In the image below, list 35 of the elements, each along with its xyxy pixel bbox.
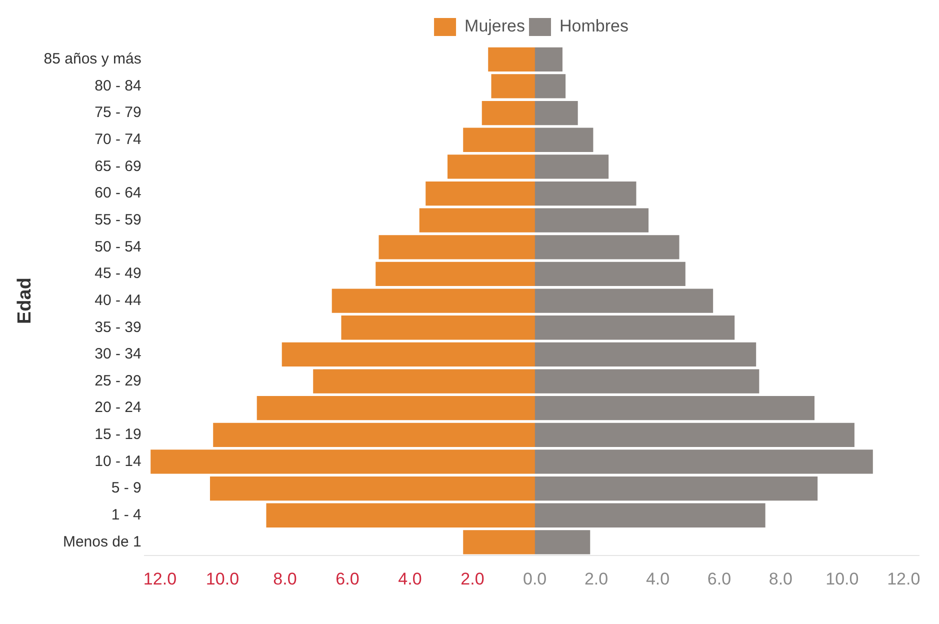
y-axis-title: Edad xyxy=(14,278,36,324)
x-tick-label: 8.0 xyxy=(273,569,297,588)
y-tick-label: 1 - 4 xyxy=(111,506,142,524)
x-tick-label: 6.0 xyxy=(708,569,732,588)
y-tick-label: 10 - 14 xyxy=(94,452,142,470)
y-tick-label: 5 - 9 xyxy=(111,480,142,497)
x-tick-label: 6.0 xyxy=(336,569,360,588)
x-tick-label: 0.0 xyxy=(523,569,547,588)
y-tick-label: 60 - 64 xyxy=(94,184,142,202)
y-tick-label: Menos de 1 xyxy=(62,533,142,550)
y-tick-label: 25 - 29 xyxy=(94,372,142,390)
legend-label: Mujeres xyxy=(464,16,526,36)
y-tick-label: 75 - 79 xyxy=(94,104,142,122)
x-tick-label: 2.0 xyxy=(584,569,608,588)
y-tick-label: 45 - 49 xyxy=(94,265,142,282)
y-tick-label: 35 - 39 xyxy=(94,318,142,336)
y-tick-label: 20 - 24 xyxy=(94,399,142,416)
y-tick-label: 80 - 84 xyxy=(94,77,142,94)
y-tick-label: 30 - 34 xyxy=(94,346,142,363)
x-tick-label: 12.0 xyxy=(887,569,920,588)
y-tick-label: 55 - 59 xyxy=(94,211,142,228)
x-tick-label: 10.0 xyxy=(206,569,240,588)
x-tick-label: 10.0 xyxy=(826,569,859,588)
y-tick-label: 65 - 69 xyxy=(94,158,142,175)
y-tick-label: 85 años y más xyxy=(44,50,142,68)
x-tick-label: 4.0 xyxy=(398,569,422,588)
x-tick-label: 12.0 xyxy=(143,569,177,588)
y-tick-label: 70 - 74 xyxy=(94,131,142,148)
x-tick-label: 8.0 xyxy=(769,569,793,588)
y-tick-label: 15 - 19 xyxy=(94,426,142,444)
y-tick-label: 50 - 54 xyxy=(94,238,142,256)
x-tick-label: 2.0 xyxy=(460,569,484,588)
y-tick-label: 40 - 44 xyxy=(94,292,142,309)
x-tick-label: 4.0 xyxy=(646,569,670,588)
legend-label: Hombres xyxy=(560,16,629,36)
